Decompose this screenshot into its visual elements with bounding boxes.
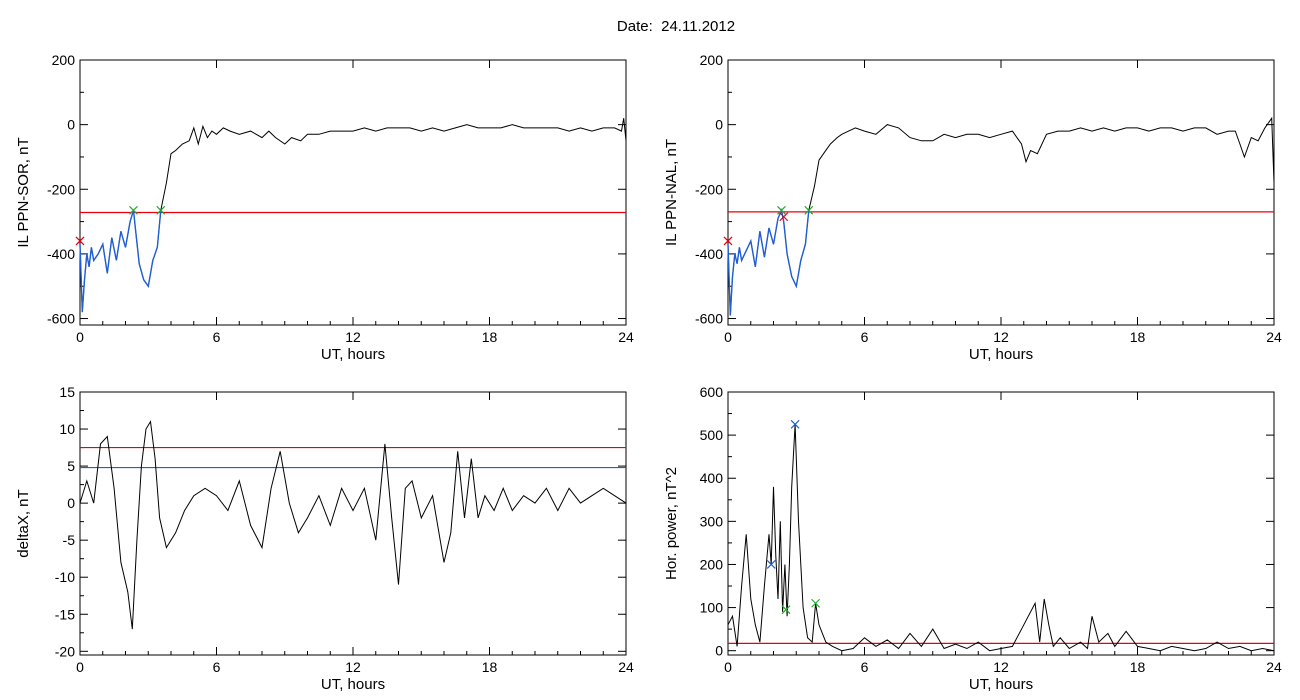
marker-stroke <box>723 236 733 246</box>
x-tick-label: 0 <box>76 659 84 675</box>
plot-frame <box>727 391 1275 656</box>
x-tick-label: 12 <box>993 659 1009 675</box>
y-tick-label: 0 <box>715 643 723 659</box>
y-tick-label: 15 <box>59 384 75 400</box>
y-tick-label: -400 <box>695 246 723 262</box>
y-tick-label: -200 <box>695 181 723 197</box>
y-tick-label: 10 <box>59 421 75 437</box>
plot-frame <box>79 59 627 326</box>
y-tick-label: 600 <box>700 384 724 400</box>
y-tick-label: 400 <box>700 470 724 486</box>
x-axis-label: UT, hours <box>969 676 1033 693</box>
x-axis-label: UT, hours <box>321 676 385 693</box>
x-tick-label: 6 <box>213 329 221 345</box>
y-tick-label: 200 <box>700 52 724 68</box>
x-axis-label: UT, hours <box>321 346 385 363</box>
event-marker-blue <box>766 560 776 569</box>
marker-stroke <box>779 212 789 222</box>
x-tick-label: 24 <box>1266 329 1282 345</box>
series-highlight <box>727 207 810 316</box>
marker-stroke <box>804 205 814 215</box>
event-marker-green <box>804 205 814 215</box>
x-tick-label: 24 <box>618 659 634 675</box>
x-tick-label: 24 <box>618 329 634 345</box>
x-tick-label: 12 <box>993 329 1009 345</box>
y-tick-label: -10 <box>55 569 75 585</box>
y-axis-label: IL PPN-NAL, nT <box>663 139 680 246</box>
marker-stroke <box>156 205 166 215</box>
y-tick-label: 0 <box>67 117 75 133</box>
y-tick-label: -600 <box>695 311 723 327</box>
x-tick-label: 18 <box>482 329 498 345</box>
x-tick-label: 18 <box>482 659 498 675</box>
event-marker-green <box>156 205 166 215</box>
event-marker-red <box>779 212 789 222</box>
y-tick-label: 200 <box>700 556 724 572</box>
y-tick-label: -20 <box>55 643 75 659</box>
y-axis-label: deltaX, nT <box>15 489 32 557</box>
marker-stroke <box>129 205 138 215</box>
y-tick-label: 500 <box>700 427 724 443</box>
y-tick-label: 100 <box>700 600 724 616</box>
x-tick-label: 6 <box>213 659 221 675</box>
event-marker-green <box>777 205 786 215</box>
y-axis-label: IL PPN-SOR, nT <box>15 137 32 247</box>
marker-stroke <box>781 605 791 615</box>
event-marker-green <box>811 598 821 608</box>
marker-stroke <box>75 236 85 246</box>
y-tick-label: -200 <box>47 181 75 197</box>
x-tick-label: 24 <box>1266 659 1282 675</box>
x-tick-label: 12 <box>345 659 361 675</box>
panel-2: 0 6 12 18 24 -600 -400 -200 0 200 UT, hours IL PPN-… <box>663 52 1282 363</box>
panel-1: 0 6 12 18 24 -600 -400 -200 0 200 UT, hours IL PPN-… <box>15 52 634 363</box>
x-tick-label: 0 <box>724 329 732 345</box>
x-tick-label: 0 <box>724 659 732 675</box>
x-tick-label: 18 <box>1130 329 1146 345</box>
event-marker-green <box>781 605 791 615</box>
x-tick-label: 12 <box>345 329 361 345</box>
series-line-1 <box>79 118 627 313</box>
y-tick-label: 5 <box>67 458 75 474</box>
panel-3: 0 6 12 18 24 -20 -15 -10 -5 0 5 10 15 UT, hours deltaX… <box>15 384 634 693</box>
plot-frame <box>727 59 1275 326</box>
x-tick-label: 0 <box>76 329 84 345</box>
y-tick-label: 0 <box>715 117 723 133</box>
y-tick-label: -15 <box>55 606 75 622</box>
plot-frame <box>79 391 627 656</box>
event-marker-blue <box>790 419 800 429</box>
marker-stroke <box>790 419 800 429</box>
series-line-1 <box>727 424 1275 652</box>
figure-title: Date: 24.11.2012 <box>616 18 736 35</box>
marker-stroke <box>811 598 821 608</box>
series-highlight <box>79 210 162 313</box>
x-axis-label: UT, hours <box>969 346 1033 363</box>
event-marker-red <box>723 236 733 246</box>
marker-stroke <box>777 205 786 215</box>
event-marker-red <box>75 236 85 246</box>
x-tick-label: 18 <box>1130 659 1146 675</box>
series-line-1 <box>79 420 627 630</box>
y-tick-label: -600 <box>47 311 75 327</box>
y-tick-label: 200 <box>52 52 76 68</box>
panel-4: 0 6 12 18 24 0 100 200 300 400 500 600 UT, hours Hor.… <box>663 384 1282 693</box>
marker-stroke <box>766 560 776 569</box>
x-tick-label: 6 <box>861 329 869 345</box>
y-axis-label: Hor. power, nT^2 <box>663 467 680 580</box>
event-marker-green <box>129 205 138 215</box>
y-tick-label: -400 <box>47 246 75 262</box>
y-tick-label: 0 <box>67 495 75 511</box>
y-tick-label: 300 <box>700 513 724 529</box>
series-line-1 <box>727 116 1275 316</box>
y-tick-label: -5 <box>63 532 76 548</box>
x-tick-label: 6 <box>861 659 869 675</box>
